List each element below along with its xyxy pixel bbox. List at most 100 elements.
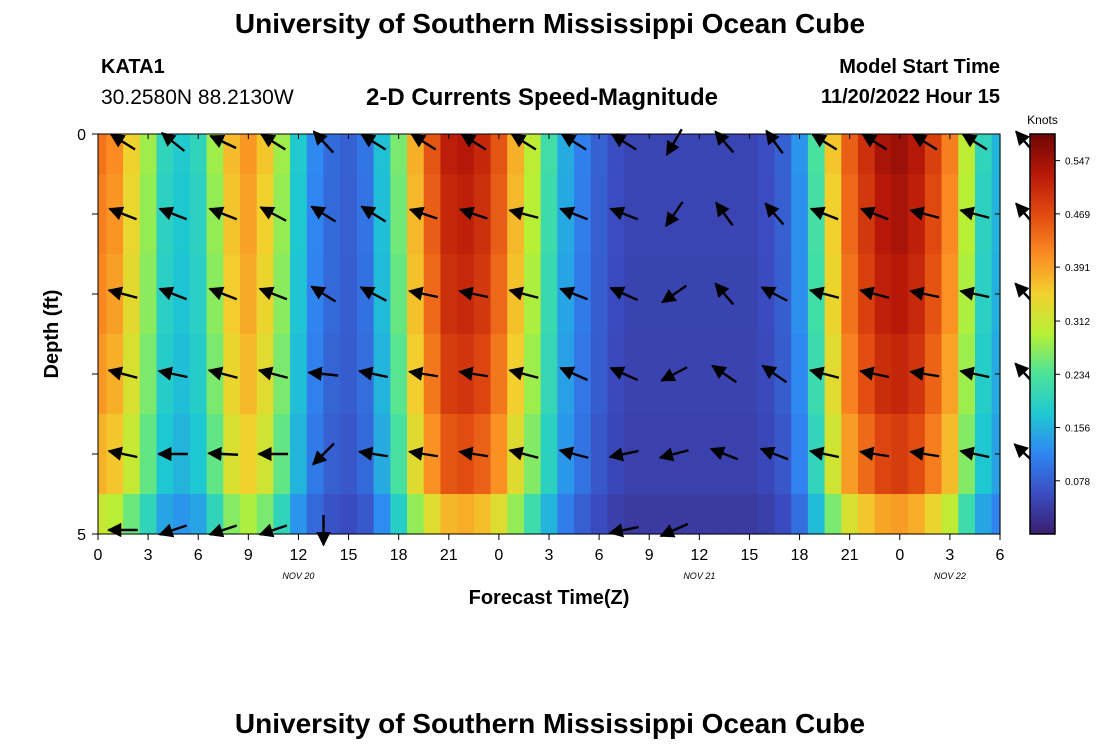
current-vector xyxy=(859,206,889,221)
current-vector xyxy=(207,366,238,381)
heatmap-cell xyxy=(340,174,358,255)
heatmap-cell xyxy=(590,414,609,495)
y-axis-label: Depth (ft) xyxy=(41,290,63,379)
heatmap-cell xyxy=(791,414,809,495)
colorbar-tick-label: 0.391 xyxy=(1065,263,1090,274)
heatmap-cell xyxy=(741,174,759,255)
heatmap-cell xyxy=(423,174,442,255)
heatmap-cell xyxy=(523,334,542,415)
heatmap-cell xyxy=(540,134,558,175)
heatmap-cell xyxy=(373,134,391,175)
heatmap-cell xyxy=(256,494,274,535)
heatmap-cell xyxy=(440,254,458,335)
heatmap-cell xyxy=(874,334,893,415)
heatmap-cell xyxy=(624,334,642,415)
current-vector xyxy=(608,523,639,538)
current-vector xyxy=(861,133,888,151)
heatmap-cell xyxy=(724,254,742,335)
current-vector xyxy=(909,366,940,381)
heatmap-cell xyxy=(223,134,241,175)
current-vector xyxy=(360,133,387,151)
current-vector xyxy=(160,132,186,152)
heatmap-cell xyxy=(440,414,458,495)
heatmap-cell xyxy=(974,134,993,175)
current-vector xyxy=(609,286,639,302)
current-vector xyxy=(208,523,238,538)
current-vector xyxy=(508,286,539,301)
current-vector xyxy=(661,284,687,304)
footer-title: University of Southern Mississippi Ocean… xyxy=(234,708,866,739)
current-vector xyxy=(911,133,938,151)
heatmap-cell xyxy=(490,494,508,535)
heatmap-cell xyxy=(958,494,976,535)
heatmap-cell xyxy=(239,254,258,335)
heatmap-cell xyxy=(106,494,124,535)
current-vector xyxy=(560,133,587,151)
heatmap-cell xyxy=(189,334,208,415)
heatmap-cell xyxy=(440,134,458,175)
heatmap-cell xyxy=(924,494,943,535)
heatmap-cell xyxy=(874,494,893,535)
date-label: NOV 20 xyxy=(282,571,314,581)
heatmap-cell xyxy=(273,254,291,335)
current-vector xyxy=(711,364,738,384)
x-tick-label: 0 xyxy=(494,547,503,564)
heatmap-cell xyxy=(390,254,408,335)
heatmap-cell xyxy=(941,174,959,255)
colorbar-tick-label: 0.156 xyxy=(1065,424,1090,435)
heatmap-cell xyxy=(607,494,625,535)
current-vector xyxy=(458,206,488,221)
current-vector xyxy=(408,286,439,301)
current-vector xyxy=(961,133,988,151)
current-vector xyxy=(610,133,637,151)
current-vector xyxy=(258,523,288,538)
heatmap-cell xyxy=(991,494,1001,535)
heatmap-cell xyxy=(690,174,709,255)
heatmap-cell xyxy=(590,494,609,535)
heatmap-cell xyxy=(841,134,859,175)
heatmap-cell xyxy=(791,254,809,335)
heatmap-cell xyxy=(473,134,492,175)
heatmap-cell xyxy=(590,254,609,335)
colorbar-tick-label: 0.078 xyxy=(1065,477,1090,488)
current-vector xyxy=(310,205,337,223)
heatmap-cell xyxy=(891,134,909,175)
current-vector xyxy=(759,446,789,461)
current-vector xyxy=(508,366,539,381)
x-tick-label: 21 xyxy=(841,547,859,564)
heatmap-cell xyxy=(173,134,191,175)
heatmap-cell xyxy=(189,174,208,255)
heatmap-cell xyxy=(690,134,709,175)
heatmap-cell xyxy=(98,134,107,175)
current-vector xyxy=(761,364,788,384)
heatmap-cell xyxy=(139,414,158,495)
heatmap-cell xyxy=(807,494,826,535)
current-vector xyxy=(510,133,537,151)
heatmap-cell xyxy=(674,334,692,415)
heatmap-cell xyxy=(640,414,659,495)
y-tick-label: 0 xyxy=(77,127,86,144)
y-axis: 05 xyxy=(77,127,1000,544)
heatmap-cell xyxy=(323,174,341,255)
x-tick-label: 3 xyxy=(945,547,954,564)
colorbar-tick-label: 0.234 xyxy=(1065,370,1090,381)
heatmap-cell xyxy=(306,254,325,335)
heatmap-cell xyxy=(440,334,458,415)
current-vector xyxy=(458,366,489,381)
heatmap-cell xyxy=(741,334,759,415)
x-tick-label: 0 xyxy=(895,547,904,564)
heatmap-cell xyxy=(724,174,742,255)
current-vector xyxy=(208,206,238,221)
heatmap-cell xyxy=(724,134,742,175)
heatmap-cell xyxy=(390,334,408,415)
heatmap-cell xyxy=(774,334,792,415)
colorbar-unit: Knots xyxy=(1027,113,1058,127)
current-vector xyxy=(859,446,890,461)
heatmap-cell xyxy=(540,494,558,535)
current-vector xyxy=(208,286,238,301)
heatmap-cell xyxy=(590,134,609,175)
heatmap-cell xyxy=(657,494,675,535)
current-vector xyxy=(109,133,136,151)
current-vector xyxy=(508,446,539,461)
x-tick-label: 6 xyxy=(194,547,203,564)
